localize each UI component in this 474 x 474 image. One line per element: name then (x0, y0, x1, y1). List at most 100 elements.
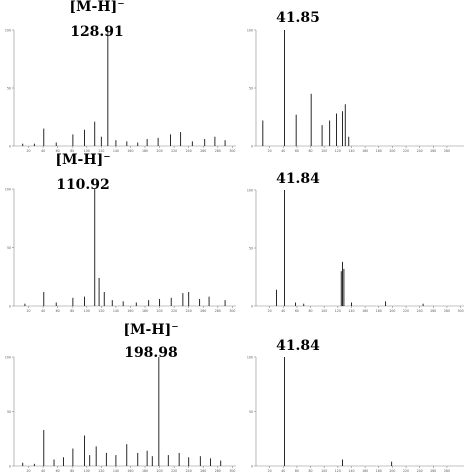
x-tick-label: 40 (41, 309, 45, 313)
x-tick-label: 180 (142, 469, 148, 473)
x-tick-label: 160 (127, 149, 133, 153)
y-tick-label: 0 (9, 145, 11, 149)
x-tick-label: 200 (389, 149, 395, 153)
ion-annotation: [M-H]⁻ (123, 322, 178, 338)
x-tick-label: 40 (41, 149, 45, 153)
x-tick-label: 120 (335, 309, 341, 313)
spectrum-panel-bottom-right: 0 50 100 20 40 60 80 100 120 140 160 180 200 220 240 26… (247, 338, 464, 473)
x-tick-label: 100 (84, 309, 90, 313)
y-tick-label: 50 (7, 410, 11, 414)
peak-mz-annotation: 41.84 (276, 171, 320, 187)
x-tick-label: 240 (186, 149, 192, 153)
y-tick-label: 100 (247, 29, 253, 33)
x-tick-label: 180 (376, 309, 382, 313)
spectrum-panel-top-right: 0 50 100 20 40 60 80 100 120 140 160 180 200 220 240 26… (247, 10, 464, 153)
y-tick-label: 0 (251, 145, 253, 149)
x-tick-label: 120 (98, 309, 104, 313)
x-tick-label: 220 (403, 149, 409, 153)
x-tick-label: 280 (215, 149, 221, 153)
x-tick-label: 300 (229, 469, 235, 473)
x-tick-label: 300 (229, 309, 235, 313)
x-tick-label: 140 (113, 469, 119, 473)
x-tick-label: 200 (157, 469, 163, 473)
x-tick-label: 100 (321, 149, 327, 153)
x-tick-label: 220 (171, 469, 177, 473)
x-tick-label: 40 (281, 469, 285, 473)
x-tick-label: 280 (215, 469, 221, 473)
x-tick-label: 20 (27, 309, 31, 313)
x-tick-label: 220 (171, 309, 177, 313)
x-tick-label: 40 (281, 309, 285, 313)
x-tick-label: 60 (56, 469, 60, 473)
y-tick-label: 100 (5, 29, 11, 33)
x-tick-label: 280 (215, 309, 221, 313)
spectrum-panel-middle-left: 0 50 100 20 40 60 80 100 120 140 160 180 200 220 240 26… (5, 152, 236, 313)
x-tick-label: 120 (335, 469, 341, 473)
x-tick-label: 260 (200, 469, 206, 473)
x-tick-label: 300 (458, 309, 464, 313)
y-tick-label: 50 (7, 246, 11, 250)
ion-annotation: [M-H]⁻ (69, 0, 124, 15)
x-tick-label: 140 (348, 309, 354, 313)
x-tick-label: 260 (430, 309, 436, 313)
x-tick-label: 280 (444, 469, 450, 473)
y-tick-label: 50 (249, 247, 253, 251)
x-tick-label: 120 (98, 149, 104, 153)
peak-mz-annotation: 41.85 (276, 10, 320, 26)
x-tick-label: 60 (56, 309, 60, 313)
x-tick-label: 20 (268, 149, 272, 153)
y-tick-label: 0 (251, 305, 253, 309)
y-tick-label: 50 (249, 410, 253, 414)
x-tick-label: 240 (417, 309, 423, 313)
x-tick-label: 160 (127, 309, 133, 313)
x-tick-label: 120 (98, 469, 104, 473)
x-tick-label: 80 (309, 149, 313, 153)
x-tick-label: 160 (362, 469, 368, 473)
y-tick-label: 50 (7, 87, 11, 91)
x-tick-label: 260 (430, 149, 436, 153)
x-tick-label: 140 (113, 149, 119, 153)
x-tick-label: 280 (444, 149, 450, 153)
peak-mz-annotation: 41.84 (276, 338, 320, 354)
x-tick-label: 100 (321, 309, 327, 313)
x-tick-label: 60 (295, 309, 299, 313)
x-tick-label: 80 (309, 309, 313, 313)
peak-mz-annotation: 110.92 (56, 177, 110, 193)
x-tick-label: 220 (403, 309, 409, 313)
x-tick-label: 40 (41, 469, 45, 473)
x-tick-label: 140 (348, 149, 354, 153)
y-tick-label: 100 (5, 356, 11, 360)
x-tick-label: 220 (403, 469, 409, 473)
x-tick-label: 60 (56, 149, 60, 153)
x-tick-label: 180 (142, 149, 148, 153)
x-tick-label: 100 (84, 149, 90, 153)
x-tick-label: 260 (430, 469, 436, 473)
x-tick-label: 80 (70, 309, 74, 313)
x-tick-label: 20 (27, 469, 31, 473)
x-tick-label: 140 (348, 469, 354, 473)
x-tick-label: 240 (186, 309, 192, 313)
spectrum-panel-top-left: 0 50 100 20 40 60 80 100 120 140 160 180 200 220 240 26… (5, 0, 236, 153)
peak-mz-annotation: 128.91 (70, 24, 124, 40)
x-tick-label: 120 (335, 149, 341, 153)
x-tick-label: 180 (376, 469, 382, 473)
x-tick-label: 200 (157, 149, 163, 153)
x-tick-label: 40 (281, 149, 285, 153)
x-tick-label: 260 (200, 149, 206, 153)
ion-annotation: [M-H]⁻ (55, 152, 110, 168)
x-tick-label: 20 (268, 309, 272, 313)
x-tick-label: 60 (295, 149, 299, 153)
spectrum-panel-middle-right: 0 50 100 20 40 60 80 100 120 140 160 180 200 220 240 26… (247, 171, 464, 313)
x-tick-label: 160 (362, 149, 368, 153)
x-tick-label: 200 (389, 469, 395, 473)
x-tick-label: 160 (362, 309, 368, 313)
x-tick-label: 240 (417, 149, 423, 153)
x-tick-label: 260 (200, 309, 206, 313)
x-tick-label: 280 (444, 309, 450, 313)
x-tick-label: 200 (389, 309, 395, 313)
x-tick-label: 220 (171, 149, 177, 153)
x-tick-label: 100 (84, 469, 90, 473)
spectrum-panel-bottom-left: 0 50 100 20 40 60 80 100 120 140 160 180 200 220 240 26… (5, 322, 236, 473)
x-tick-label: 160 (127, 469, 133, 473)
